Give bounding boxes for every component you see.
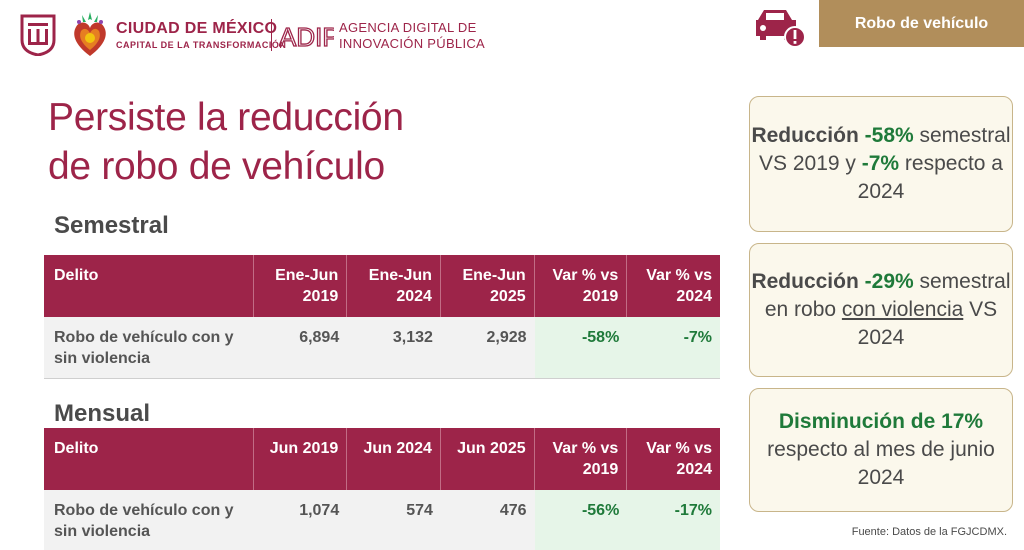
table-row: Robo de vehículo con y sin violencia 6,8… xyxy=(44,317,721,379)
table-header-row: Delito Jun 2019 Jun 2024 Jun 2025 Var % … xyxy=(44,428,720,490)
heart-emblem-icon xyxy=(74,12,106,56)
source-note: Fuente: Datos de la FGJCDMX. xyxy=(851,526,1007,538)
col-header-var-2024: Var % vs 2024 xyxy=(646,267,713,305)
cell-var-2019: -58% xyxy=(534,317,628,378)
col-header-var-2019: Var % vs 2019 xyxy=(535,255,628,317)
card-text-part: Reducción xyxy=(751,270,865,293)
card-text: Reducción -29% semestral en robo con vio… xyxy=(750,268,1012,352)
card-underlined-text: con violencia xyxy=(841,298,964,321)
col-header-2019: Jun 2019 xyxy=(254,428,348,490)
col-header-delito: Delito xyxy=(44,255,254,317)
page-title-line-2: de robo de vehículo xyxy=(48,145,385,188)
cdmx-title: CIUDAD DE MÉXICO xyxy=(116,20,278,37)
col-header-2025: Jun 2025 xyxy=(441,428,535,490)
car-alert-icon xyxy=(756,10,806,46)
mensual-table: Delito Jun 2019 Jun 2024 Jun 2025 Var % … xyxy=(44,428,721,550)
cell-var-2019: -56% xyxy=(534,490,628,550)
highlight-card-mensual: Disminución de 17% respecto al mes de ju… xyxy=(749,388,1013,512)
card-text-part: VS 2024 xyxy=(857,298,998,349)
highlight-card-violencia: Reducción -29% semestral en robo con vio… xyxy=(749,243,1013,377)
cell-delito: Robo de vehículo con y sin violencia xyxy=(44,317,254,378)
adip-line-2: INNOVACIÓN PÚBLICA xyxy=(339,36,486,51)
card-text-part: Reducción xyxy=(751,124,865,147)
cell-2025: 476 xyxy=(440,490,535,550)
cell-2024: 3,132 xyxy=(347,317,441,378)
adip-logo: ADIP xyxy=(279,22,334,50)
cell-2019: 1,074 xyxy=(253,490,348,550)
card-highlight-value: -29% xyxy=(864,270,914,293)
cdmx-shield-icon xyxy=(20,14,56,56)
card-text: Reducción -58% semestral VS 2019 y -7% r… xyxy=(750,122,1012,206)
page-title: Persiste la reducción de robo de vehícul… xyxy=(48,93,568,191)
col-header-var-2019: Var % vs 2019 xyxy=(535,428,628,490)
card-text-part: respecto al mes de junio 2024 xyxy=(767,438,995,489)
cell-var-2024: -7% xyxy=(627,317,721,378)
cell-2019: 6,894 xyxy=(253,317,348,378)
section-title-semestral: Semestral xyxy=(54,212,169,239)
card-highlight-value: -58% xyxy=(864,124,914,147)
card-text-part: semestral VS 2019 y xyxy=(759,124,1011,175)
col-header-2025: Ene-Jun 2025 xyxy=(441,255,535,317)
cdmx-subtitle: CAPITAL DE LA TRANSFORMACIÓN xyxy=(116,40,287,50)
topic-tag: Robo de vehículo xyxy=(819,0,1024,47)
col-header-delito: Delito xyxy=(44,428,254,490)
card-text: Disminución de 17% respecto al mes de ju… xyxy=(750,408,1012,492)
col-header-2019: Ene-Jun 2019 xyxy=(254,255,348,317)
section-title-mensual: Mensual xyxy=(54,400,151,427)
col-header-2024: Ene-Jun 2024 xyxy=(347,255,441,317)
cell-delito: Robo de vehículo con y sin violencia xyxy=(44,490,254,550)
table-row: Robo de vehículo con y sin violencia 1,0… xyxy=(44,490,721,550)
card-highlight-value: Disminución de 17% xyxy=(778,410,984,433)
adip-logo-text: ADIP xyxy=(279,22,334,50)
semestral-table: Delito Ene-Jun 2019 Ene-Jun 2024 Ene-Jun… xyxy=(44,255,721,379)
cell-2025: 2,928 xyxy=(440,317,535,378)
adip-line-1: AGENCIA DIGITAL DE xyxy=(339,20,477,35)
col-header-var-2024: Var % vs 2024 xyxy=(646,440,713,478)
cell-2024: 574 xyxy=(347,490,441,550)
cell-var-2024: -17% xyxy=(627,490,721,550)
header-divider xyxy=(271,19,272,51)
card-text-part: respecto a 2024 xyxy=(857,152,1003,203)
col-header-2024: Jun 2024 xyxy=(347,428,441,490)
highlight-card-semestral: Reducción -58% semestral VS 2019 y -7% r… xyxy=(749,96,1013,232)
page-title-line-1: Persiste la reducción xyxy=(48,96,404,139)
card-highlight-value: -7% xyxy=(861,152,900,175)
table-header-row: Delito Ene-Jun 2019 Ene-Jun 2024 Ene-Jun… xyxy=(44,255,720,317)
card-text-part: semestral en robo xyxy=(764,270,1011,321)
